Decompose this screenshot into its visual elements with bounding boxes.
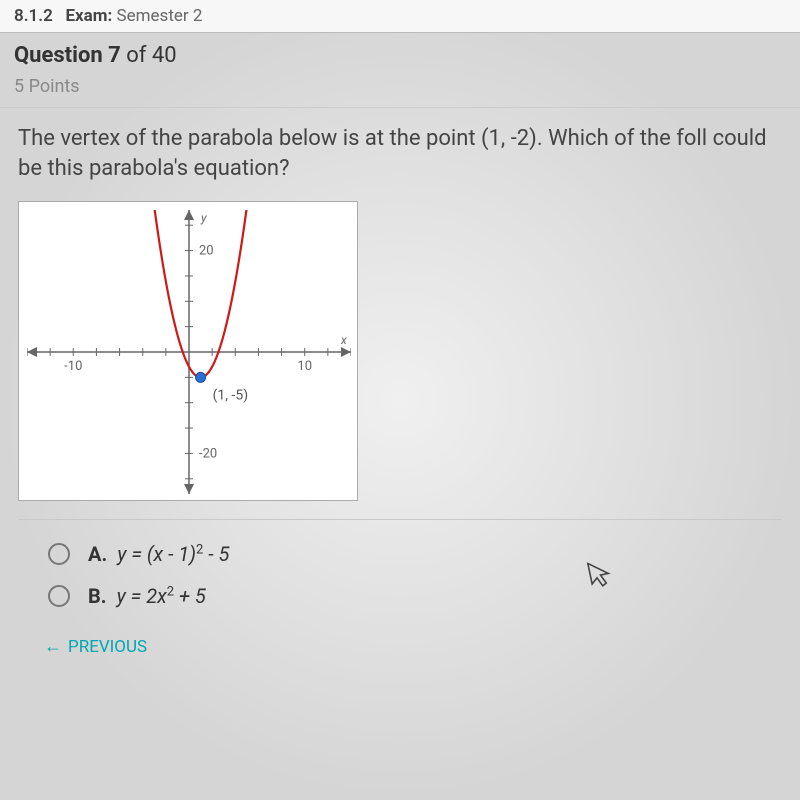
arrow-left-icon: ← [44, 636, 62, 657]
radio-icon[interactable] [48, 543, 70, 565]
svg-text:10: 10 [297, 359, 312, 374]
svg-text:20: 20 [199, 244, 214, 259]
previous-label: PREVIOUS [68, 637, 147, 657]
svg-text:x: x [340, 333, 347, 347]
question-prompt: The vertex of the parabola below is at t… [18, 124, 782, 183]
svg-text:-20: -20 [199, 447, 217, 462]
section-divider [18, 519, 782, 520]
points-label: 5 Points [14, 76, 786, 97]
exam-name: Semester 2 [117, 6, 203, 26]
answer-formula: y = (x - 1)2 - 5 [117, 542, 229, 566]
radio-icon[interactable] [48, 585, 70, 607]
section-number: 8.1.2 [14, 6, 53, 26]
svg-text:-10: -10 [64, 359, 82, 374]
answer-formula: y = 2x2 + 5 [117, 584, 206, 608]
previous-button[interactable]: ← PREVIOUS [18, 626, 782, 667]
answer-option-a[interactable]: A. y = (x - 1)2 - 5 [48, 542, 752, 566]
svg-text:y: y [200, 211, 207, 225]
answer-letter: B. [88, 584, 107, 608]
question-word: Question [14, 43, 103, 68]
answer-letter: A. [88, 542, 107, 566]
answer-option-b[interactable]: B. y = 2x2 + 5 [48, 584, 752, 608]
exam-label: Exam: [65, 6, 112, 26]
exam-topbar: 8.1.2 Exam: Semester 2 [0, 0, 800, 33]
question-of: of [126, 43, 146, 68]
question-number: 7 [108, 43, 121, 68]
question-total: 40 [152, 43, 177, 68]
question-header: Question 7 of 40 5 Points [0, 33, 800, 108]
parabola-graph: -10 10 -20 20 y x (1, -5) [18, 201, 358, 501]
question-body: The vertex of the parabola below is at t… [0, 108, 800, 673]
answer-list: A. y = (x - 1)2 - 5 B. y = 2x2 + 5 [18, 542, 782, 608]
svg-text:(1, -5): (1, -5) [213, 388, 249, 404]
question-number-line: Question 7 of 40 [14, 43, 786, 68]
